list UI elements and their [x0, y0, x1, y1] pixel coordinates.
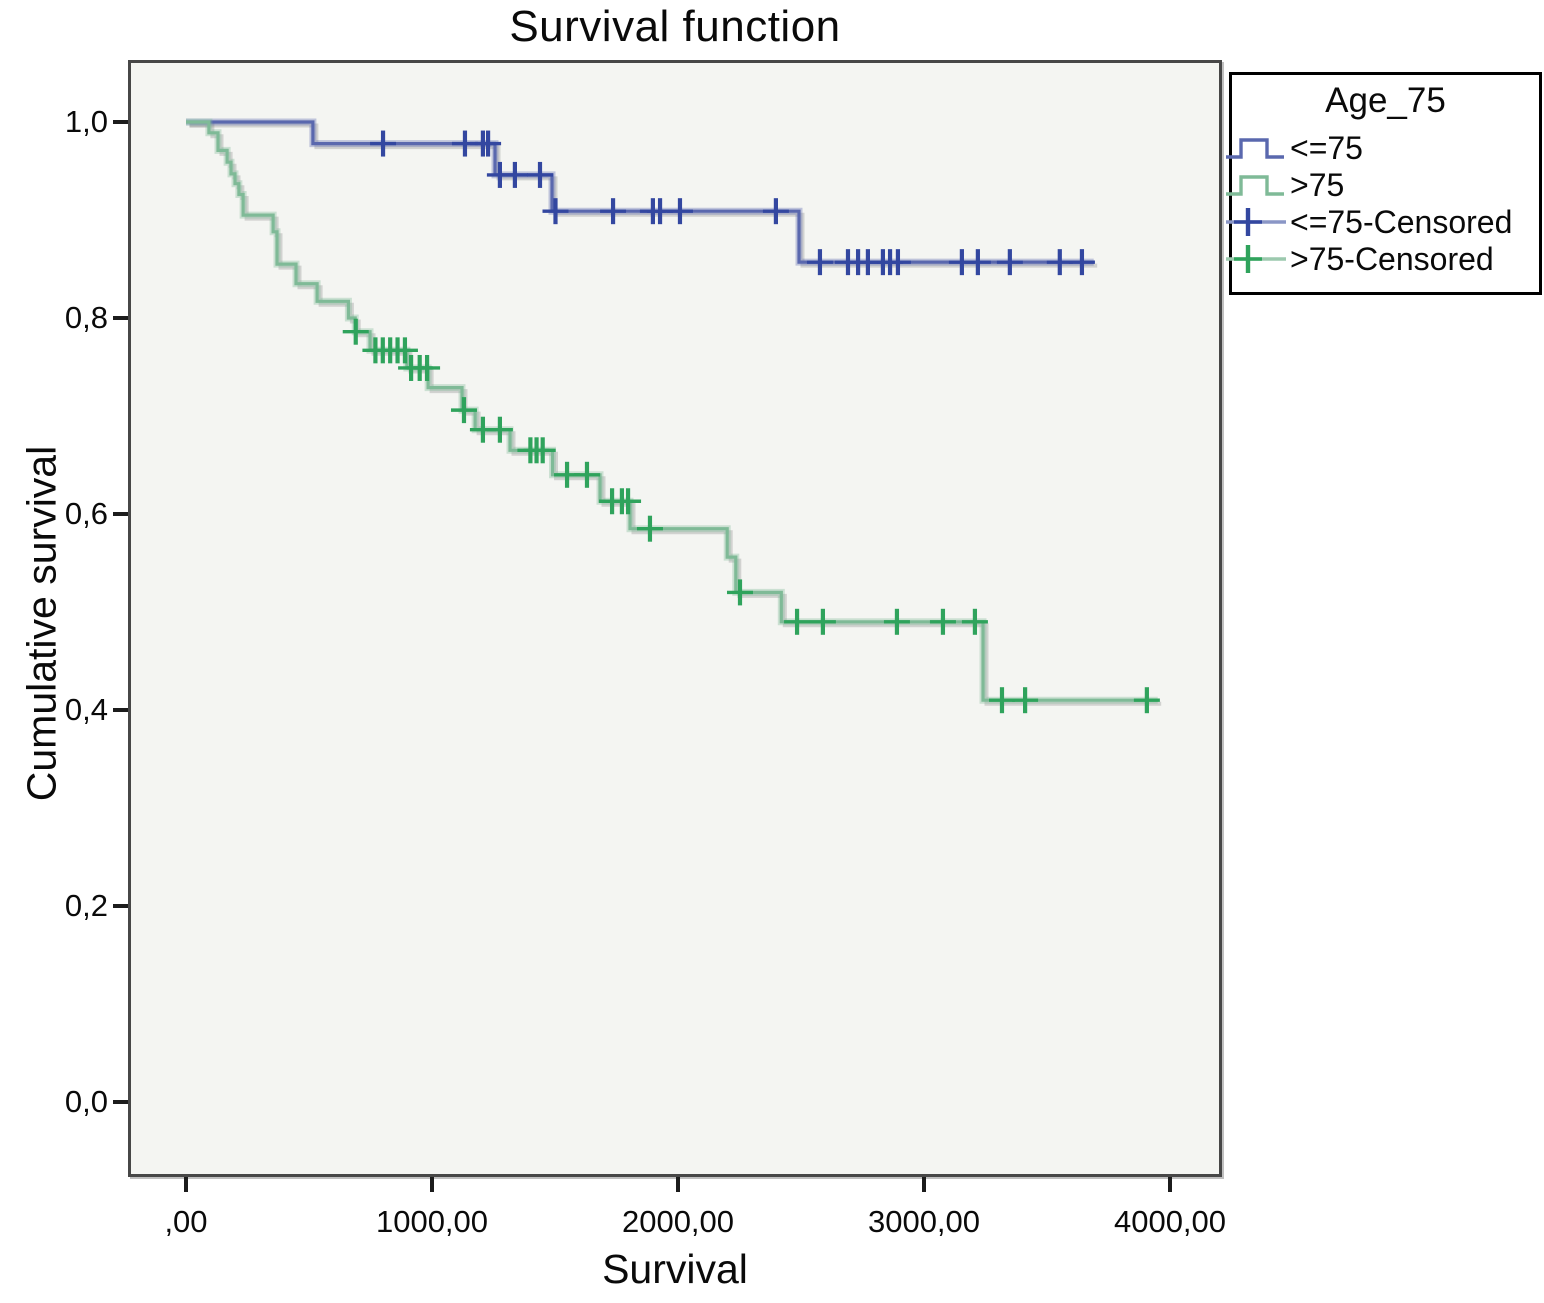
shadow-<=75	[189, 123, 1098, 268]
step-line-sample-icon	[1226, 175, 1284, 196]
curve-<=75	[186, 120, 1094, 264]
x-tick-label: ,00	[164, 1204, 208, 1239]
x-axis-title: Survival	[602, 1246, 748, 1292]
legend-entry: <=75-Censored	[1226, 203, 1539, 240]
plot-area	[128, 60, 1222, 1177]
legend-entry: >75	[1226, 166, 1539, 203]
km-curves-canvas	[186, 118, 1162, 714]
x-tick-mark	[430, 1177, 434, 1192]
x-tick-mark	[676, 1177, 680, 1192]
legend-entry: >75-Censored	[1226, 240, 1539, 277]
y-tick-mark	[113, 708, 128, 712]
y-tick-label: 0,8	[64, 300, 108, 335]
y-tick-mark	[113, 512, 128, 516]
chart-title: Survival function	[509, 2, 841, 51]
y-tick-label: 1,0	[64, 104, 108, 139]
y-tick-mark	[113, 316, 128, 320]
y-tick-mark	[113, 904, 128, 908]
y-tick-label: 0,6	[64, 496, 108, 531]
x-tick-label: 3000,00	[867, 1204, 981, 1239]
x-tick-label: 1000,00	[375, 1204, 489, 1239]
censor-plus-sample-icon	[1226, 245, 1286, 273]
x-tick-mark	[184, 1177, 188, 1192]
legend-title: Age_75	[1325, 81, 1446, 120]
x-tick-mark	[1168, 1177, 1172, 1192]
legend-entry-label: >75	[1290, 166, 1345, 203]
legend-entry-label: <=75-Censored	[1290, 203, 1513, 240]
legend-entries: <=75 >75 <=75-Censored >75-Censored	[1226, 129, 1539, 277]
legend-entry: <=75	[1226, 129, 1539, 166]
legend: Age_75 <=75 >75 <=75-Censored >75-Censored	[1226, 72, 1542, 295]
x-tick-label: 2000,00	[621, 1204, 735, 1239]
y-tick-mark	[113, 1100, 128, 1104]
step-line-sample-icon	[1226, 138, 1284, 159]
y-tick-label: 0,4	[64, 692, 108, 727]
y-axis-title: Cumulative survival	[18, 445, 65, 802]
y-tick-label: 0,2	[64, 888, 108, 923]
legend-entry-label: >75-Censored	[1290, 240, 1494, 277]
x-tick-label: 4000,00	[1113, 1204, 1227, 1239]
censor-plus-sample-icon	[1226, 208, 1286, 236]
y-tick-label: 0,0	[64, 1084, 108, 1119]
y-tick-mark	[113, 120, 128, 124]
legend-entry-label: <=75	[1290, 129, 1363, 166]
x-tick-mark	[922, 1177, 926, 1192]
